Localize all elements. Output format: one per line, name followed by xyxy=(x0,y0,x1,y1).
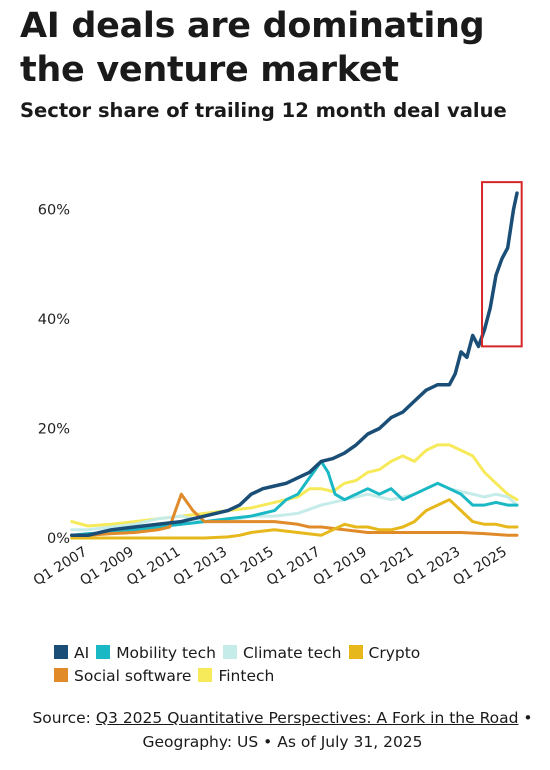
series-line-crypto xyxy=(70,498,519,540)
legend-item: Social software xyxy=(54,665,191,688)
chart-legend: AI Mobility tech Climate tech Crypto Social … xyxy=(54,642,524,688)
legend-swatch xyxy=(348,645,363,659)
y-tick-label: 60% xyxy=(38,203,70,219)
legend-label: Fintech xyxy=(218,667,275,685)
series-line-ai xyxy=(69,191,519,538)
source-prefix: Source: xyxy=(32,709,96,727)
source-note: Source: Q3 2025 Quantitative Perspective… xyxy=(30,706,535,754)
series-line-mobility-tech xyxy=(70,459,519,537)
legend-swatch xyxy=(222,645,237,659)
legend-label: Mobility tech xyxy=(116,644,216,662)
legend-item: Mobility tech xyxy=(96,642,216,665)
legend-swatch xyxy=(54,645,68,659)
legend-label: AI xyxy=(74,644,90,662)
x-tick-label: Q1 2025 xyxy=(450,544,509,589)
highlight-box xyxy=(481,181,523,348)
legend-swatch xyxy=(54,668,68,682)
legend-swatch xyxy=(96,645,111,659)
source-suffix: • Geography: US • As of July 31, 2025 xyxy=(142,709,533,751)
series-line-social-software xyxy=(70,492,519,537)
chart-subtitle: Sector share of trailing 12 month deal v… xyxy=(20,99,507,122)
y-tick-label: 40% xyxy=(38,312,70,328)
legend-item: Climate tech xyxy=(222,642,342,665)
y-tick-label: 20% xyxy=(38,422,70,438)
legend-swatch xyxy=(198,668,213,682)
legend-label: Climate tech xyxy=(242,644,342,662)
legend-item: Fintech xyxy=(198,665,274,688)
legend-label: Social software xyxy=(74,667,192,685)
chart-title: AI deals are dominating the venture mark… xyxy=(20,6,485,90)
legend-item: AI xyxy=(54,642,89,665)
legend-item: Crypto xyxy=(348,642,421,665)
legend-label: Crypto xyxy=(368,644,421,662)
source-link[interactable]: Q3 2025 Quantitative Perspectives: A For… xyxy=(95,709,519,727)
y-tick-label: 0% xyxy=(47,531,70,547)
